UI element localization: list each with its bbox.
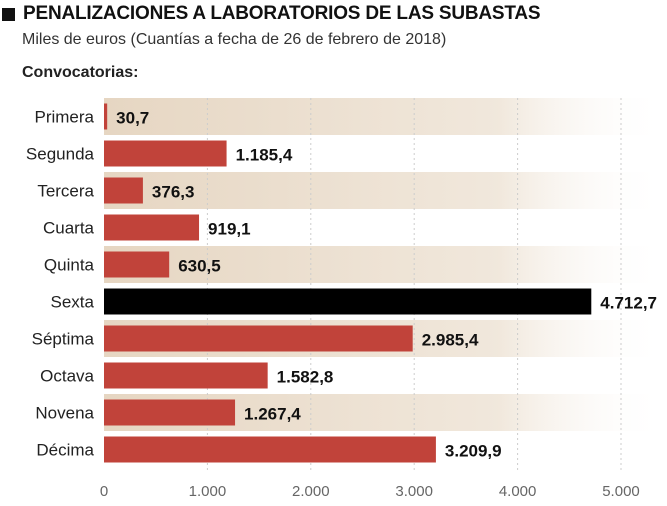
row-band: [104, 246, 667, 283]
value-label: 630,5: [178, 257, 221, 276]
category-label: Novena: [35, 404, 94, 423]
category-label: Sexta: [51, 293, 95, 312]
category-label: Décima: [36, 441, 94, 460]
category-label: Primera: [34, 108, 94, 127]
bar-3: [104, 177, 143, 204]
bar-5: [104, 251, 170, 278]
bar-1: [104, 103, 108, 130]
bar-6: [104, 288, 592, 315]
section-label: Convocatorias:: [22, 64, 139, 81]
value-label: 3.209,9: [445, 442, 502, 461]
x-tick-label: 4.000: [499, 483, 537, 500]
x-tick-label: 0: [100, 483, 108, 500]
x-tick-label: 1.000: [189, 483, 227, 500]
value-label: 2.985,4: [422, 331, 479, 350]
bar-9: [104, 399, 236, 426]
bar-8: [104, 362, 268, 389]
category-label: Cuarta: [43, 219, 95, 238]
category-label: Quinta: [44, 256, 95, 275]
title-row: PENALIZACIONES A LABORATORIOS DE LAS SUB…: [0, 3, 541, 25]
category-label: Tercera: [37, 182, 94, 201]
value-label: 376,3: [152, 183, 195, 202]
row-band: [104, 172, 667, 209]
chart-title: PENALIZACIONES A LABORATORIOS DE LAS SUB…: [23, 3, 541, 24]
value-label: 4.712,7: [600, 294, 657, 313]
value-label: 919,1: [208, 220, 251, 239]
x-tick-label: 5.000: [602, 483, 640, 500]
title-square-icon: [2, 7, 15, 21]
x-tick-label: 3.000: [395, 483, 433, 500]
chart-subtitle: Miles de euros (Cuantías a fecha de 26 d…: [22, 31, 447, 48]
value-label: 1.185,4: [236, 146, 293, 165]
bar-2: [104, 140, 227, 167]
value-label: 30,7: [116, 109, 149, 128]
row-band: [104, 98, 667, 135]
category-label: Segunda: [26, 145, 95, 164]
bar-4: [104, 214, 200, 241]
value-label: 1.582,8: [277, 368, 334, 387]
x-tick-label: 2.000: [292, 483, 330, 500]
category-label: Octava: [40, 367, 94, 386]
bar-7: [104, 325, 413, 352]
category-label: Séptima: [32, 330, 95, 349]
bar-10: [104, 436, 436, 463]
value-label: 1.267,4: [244, 405, 301, 424]
